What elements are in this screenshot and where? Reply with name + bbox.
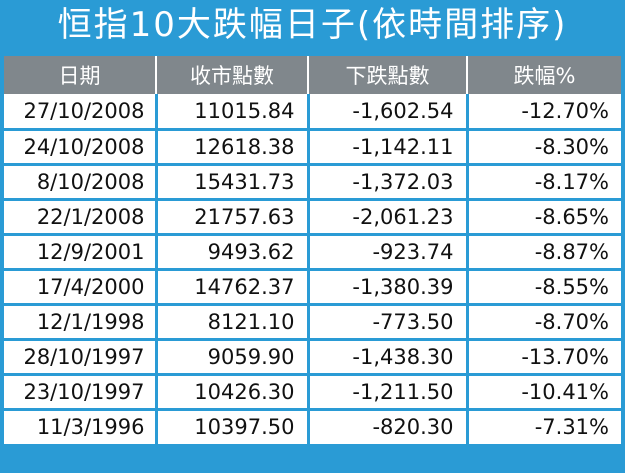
cell-date: 24/10/2008 xyxy=(4,127,156,164)
cell-drop-points: -1,602.54 xyxy=(306,94,467,129)
cell-drop-points: -773.50 xyxy=(306,302,467,339)
table-row: 22/1/2008 21757.63 -2,061.23 -8.65% xyxy=(4,197,621,234)
cell-drop-points: -923.74 xyxy=(306,232,467,269)
index-drop-table: 日期 收市點數 下跌點數 跌幅% 27/10/2008 11015.84 -1,60… xyxy=(4,56,621,444)
cell-close: 15431.73 xyxy=(154,162,308,199)
cell-date: 12/1/1998 xyxy=(4,302,156,339)
cell-date: 22/1/2008 xyxy=(4,197,156,234)
cell-drop-points: -1,372.03 xyxy=(306,162,467,199)
cell-close: 14762.37 xyxy=(154,267,308,304)
page-title: 恒指10大跌幅日子(依時間排序) xyxy=(57,5,568,45)
cell-drop-percent: -8.17% xyxy=(465,162,621,199)
table-row: 12/9/2001 9493.62 -923.74 -8.87% xyxy=(4,232,621,269)
cell-drop-percent: -12.70% xyxy=(465,94,621,129)
cell-date: 27/10/2008 xyxy=(4,94,156,129)
cell-date: 12/9/2001 xyxy=(4,232,156,269)
table-row: 23/10/1997 10426.30 -1,211.50 -10.41% xyxy=(4,372,621,409)
cell-drop-percent: -13.70% xyxy=(465,337,621,374)
cell-drop-percent: -7.31% xyxy=(465,407,621,444)
cell-date: 17/4/2000 xyxy=(4,267,156,304)
cell-close: 21757.63 xyxy=(154,197,308,234)
cell-close: 8121.10 xyxy=(154,302,308,339)
cell-date: 8/10/2008 xyxy=(4,162,156,199)
cell-close: 10397.50 xyxy=(154,407,308,444)
cell-drop-percent: -8.65% xyxy=(465,197,621,234)
table-row: 17/4/2000 14762.37 -1,380.39 -8.55% xyxy=(4,267,621,304)
cell-drop-percent: -8.70% xyxy=(465,302,621,339)
cell-date: 28/10/1997 xyxy=(4,337,156,374)
table-row: 12/1/1998 8121.10 -773.50 -8.70% xyxy=(4,302,621,339)
cell-drop-percent: -10.41% xyxy=(465,372,621,409)
cell-close: 9059.90 xyxy=(154,337,308,374)
cell-drop-points: -1,438.30 xyxy=(306,337,467,374)
cell-date: 23/10/1997 xyxy=(4,372,156,409)
cell-drop-points: -1,380.39 xyxy=(306,267,467,304)
cell-close: 12618.38 xyxy=(154,127,308,164)
table-row: 27/10/2008 11015.84 -1,602.54 -12.70% xyxy=(4,94,621,129)
column-header-close: 收市點數 xyxy=(155,56,308,94)
column-header-drop-percent: 跌幅% xyxy=(466,56,621,94)
cell-date: 11/3/1996 xyxy=(4,407,156,444)
column-header-date: 日期 xyxy=(4,56,156,94)
cell-drop-points: -820.30 xyxy=(306,407,467,444)
column-header-drop-points: 下跌點數 xyxy=(307,56,467,94)
cell-drop-points: -2,061.23 xyxy=(306,197,467,234)
table-row: 28/10/1997 9059.90 -1,438.30 -13.70% xyxy=(4,337,621,374)
cell-drop-percent: -8.87% xyxy=(465,232,621,269)
cell-close: 11015.84 xyxy=(154,94,308,129)
cell-close: 10426.30 xyxy=(154,372,308,409)
table-row: 24/10/2008 12618.38 -1,142.11 -8.30% xyxy=(4,127,621,164)
cell-close: 9493.62 xyxy=(154,232,308,269)
cell-drop-percent: -8.55% xyxy=(465,267,621,304)
cell-drop-percent: -8.30% xyxy=(465,127,621,164)
cell-drop-points: -1,211.50 xyxy=(306,372,467,409)
table-row: 11/3/1996 10397.50 -820.30 -7.31% xyxy=(4,407,621,444)
cell-drop-points: -1,142.11 xyxy=(306,127,467,164)
table-row: 8/10/2008 15431.73 -1,372.03 -8.17% xyxy=(4,162,621,199)
table-header-row: 日期 收市點數 下跌點數 跌幅% xyxy=(4,56,621,94)
